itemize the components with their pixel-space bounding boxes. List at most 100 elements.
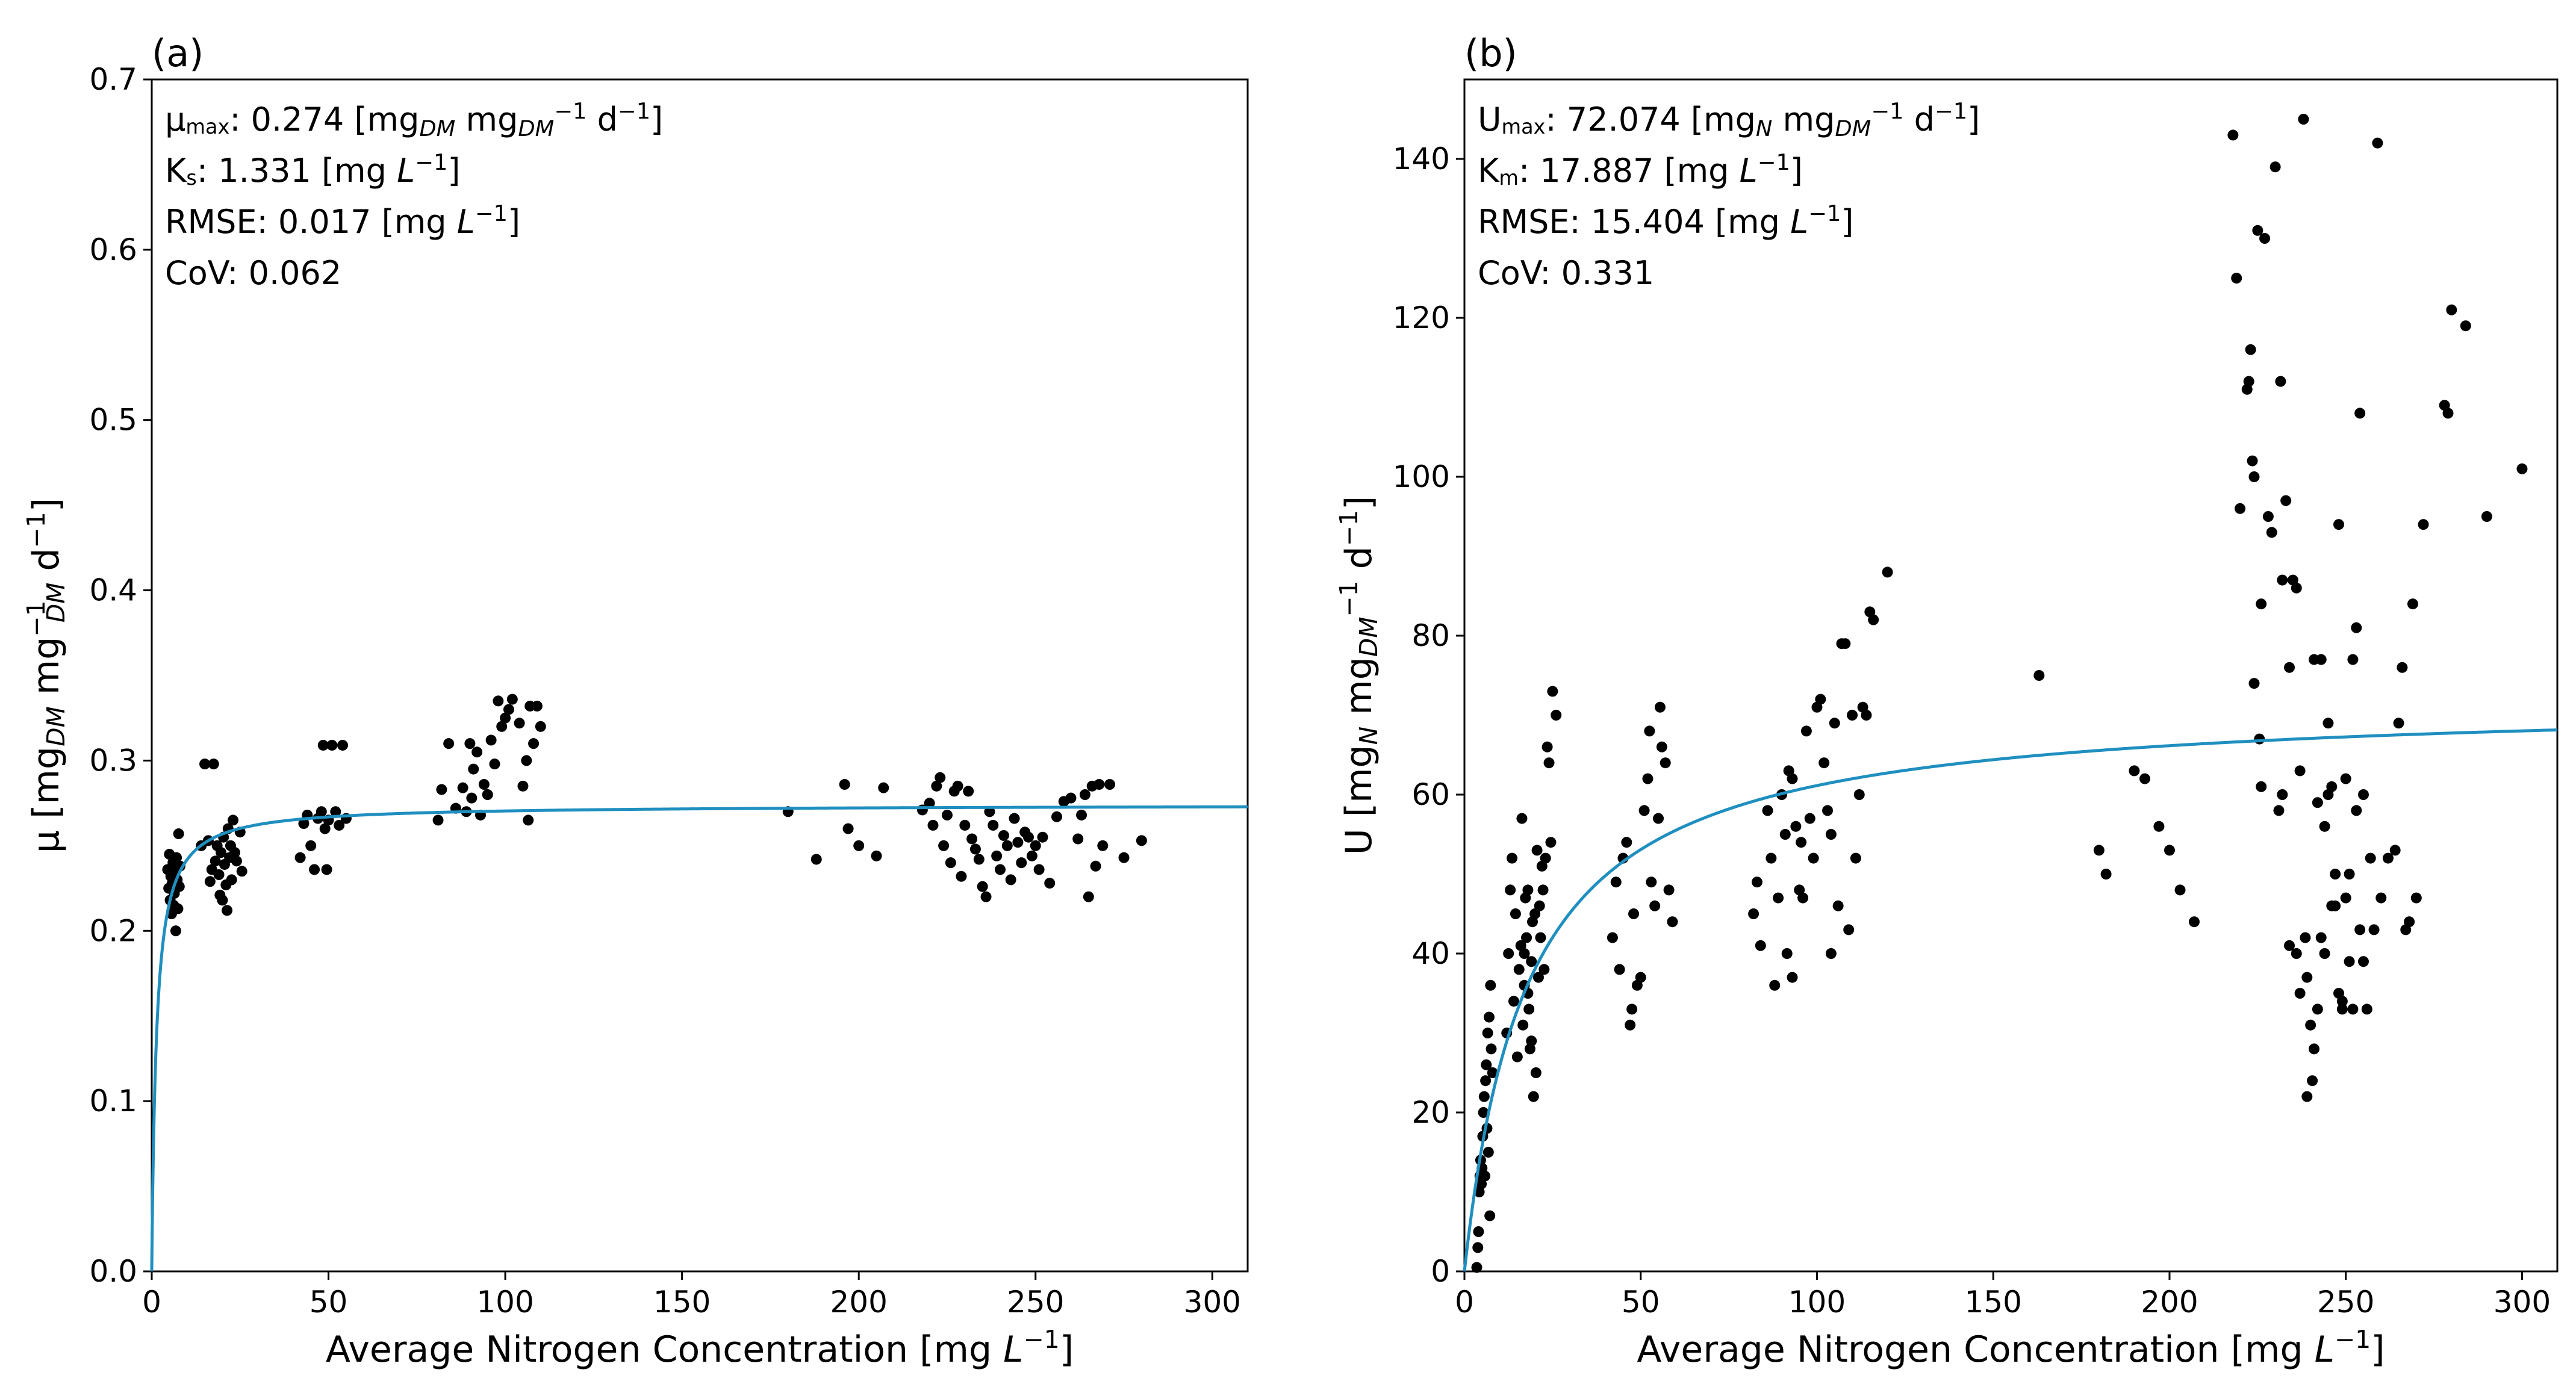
data-point <box>326 739 338 751</box>
data-point <box>1072 833 1084 845</box>
data-point <box>2336 1004 2348 1015</box>
data-point <box>2277 574 2288 586</box>
data-point <box>839 779 850 790</box>
data-point <box>977 881 988 892</box>
y-tick-label: 0.3 <box>89 743 137 778</box>
text-part: Average Nitrogen Concentration [mg <box>1637 1329 2314 1371</box>
data-point <box>1815 693 1826 705</box>
data-point <box>2344 869 2355 879</box>
data-point <box>1012 837 1024 848</box>
text-part: CoV: 0.062 <box>165 254 341 292</box>
data-point <box>941 809 953 821</box>
text-part: −1 <box>618 98 650 124</box>
data-point <box>523 814 534 826</box>
text-part: mg <box>1772 101 1835 138</box>
data-point <box>503 704 514 715</box>
text-part: −1 <box>22 601 51 637</box>
text-part: d <box>586 101 617 138</box>
data-point <box>2231 273 2242 284</box>
data-point <box>2301 1091 2313 1102</box>
stats-annotation: Km: 17.887 [mg L−1] <box>1478 149 1803 190</box>
data-point <box>1523 1004 1535 1015</box>
data-point <box>229 847 240 858</box>
data-point <box>506 693 518 705</box>
data-point <box>1804 813 1815 824</box>
x-tick-label: 100 <box>476 1285 534 1320</box>
text-part: DM <box>419 116 455 141</box>
data-point <box>2333 988 2344 999</box>
data-point <box>963 786 974 797</box>
data-point <box>2375 892 2387 904</box>
data-point <box>1473 1226 1484 1237</box>
data-point <box>2319 821 2330 832</box>
data-point <box>1822 805 1834 816</box>
y-tick-label: 0.6 <box>89 232 137 267</box>
data-point <box>170 925 181 937</box>
y-tick-label: 20 <box>1411 1095 1450 1130</box>
x-axis-label: Average Nitrogen Concentration [mg L−1] <box>326 1325 1074 1371</box>
plot-frame <box>1463 78 2559 1273</box>
data-point <box>2243 376 2254 387</box>
text-part: L <box>1003 1329 1023 1371</box>
data-point <box>2397 662 2408 673</box>
data-point <box>1540 852 1551 864</box>
text-part: −1 <box>1758 149 1790 175</box>
text-part: Average Nitrogen Concentration [mg <box>326 1329 1003 1371</box>
data-point <box>2262 511 2274 522</box>
data-point <box>2300 932 2311 943</box>
data-point <box>952 780 963 792</box>
data-point <box>213 869 225 880</box>
data-point <box>2326 781 2338 792</box>
text-part: : 17.887 [mg <box>1519 152 1740 190</box>
data-point <box>1644 725 1655 737</box>
data-point <box>2291 582 2302 594</box>
data-point <box>2033 670 2045 681</box>
data-point <box>2256 781 2267 792</box>
data-point <box>1090 860 1101 872</box>
y-tick-label: 0.5 <box>89 403 137 438</box>
data-point <box>995 864 1006 875</box>
data-point <box>1545 837 1557 848</box>
data-point <box>1840 638 1851 650</box>
data-point <box>1023 831 1034 843</box>
data-point <box>173 881 185 892</box>
data-point <box>1537 884 1549 896</box>
data-point <box>1748 908 1759 919</box>
y-tick-label: 80 <box>1411 618 1450 653</box>
data-point <box>1543 757 1555 769</box>
text-part: −1 <box>1871 98 1903 124</box>
y-tick-label: 0.2 <box>89 913 137 948</box>
data-point <box>2301 972 2313 983</box>
data-point <box>1547 686 1558 697</box>
data-point <box>334 819 345 831</box>
data-point <box>1614 964 1625 975</box>
data-point <box>1551 710 1562 721</box>
text-part: ] <box>447 152 460 190</box>
data-point <box>931 780 942 792</box>
x-tick-label: 100 <box>1788 1285 1846 1320</box>
data-point <box>2275 376 2286 387</box>
data-point <box>2270 161 2281 173</box>
data-point <box>2354 408 2366 419</box>
data-point <box>1482 1147 1494 1158</box>
data-point <box>337 739 349 751</box>
data-point <box>2100 869 2112 879</box>
x-tick-label: 0 <box>1455 1285 1474 1320</box>
data-point <box>1051 811 1062 822</box>
y-tick-label: 0.0 <box>89 1254 137 1289</box>
data-point <box>1656 741 1667 752</box>
data-point <box>878 782 889 793</box>
text-part: : 1.331 [mg <box>197 152 397 190</box>
data-point <box>204 876 216 887</box>
data-point <box>171 852 182 863</box>
data-point <box>2361 1004 2372 1015</box>
stats-annotation: RMSE: 0.017 [mg L−1] <box>165 200 520 241</box>
text-part: U [mg <box>1338 745 1380 855</box>
text-part: ] <box>1338 496 1380 510</box>
text-part: L <box>397 152 415 190</box>
data-point <box>924 798 935 809</box>
data-point <box>1538 964 1550 975</box>
text-part: −1 <box>1024 1325 1060 1354</box>
text-part: N <box>1756 116 1772 141</box>
data-point <box>1882 566 1893 578</box>
